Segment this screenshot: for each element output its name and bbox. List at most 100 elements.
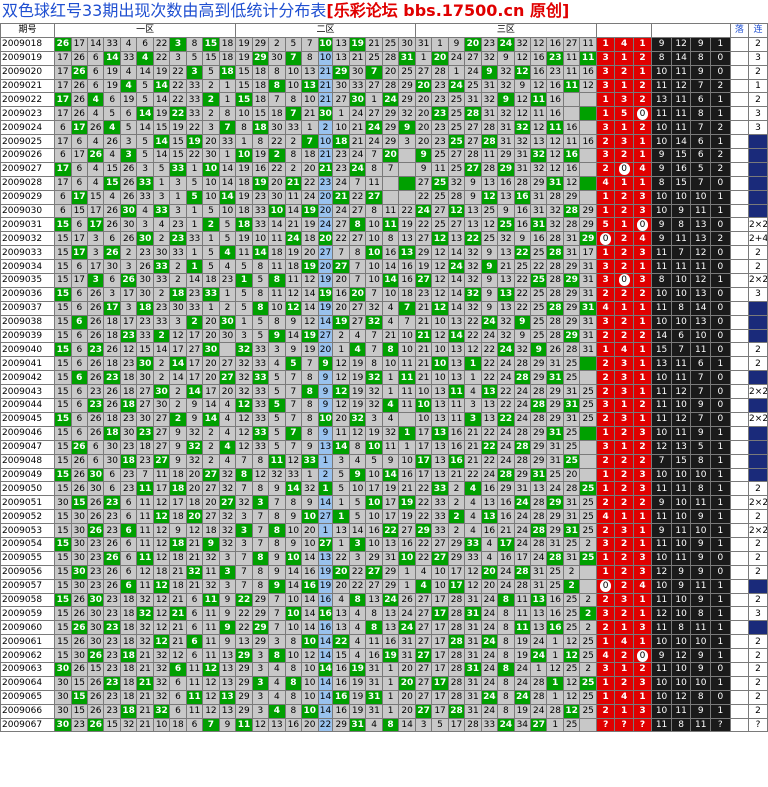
zone2-cell: 10 (284, 550, 303, 566)
stat5-cell: 9 (690, 661, 711, 677)
zone1-cell: 26 (103, 550, 121, 566)
zone1-cell: 20 (202, 314, 220, 330)
issue-number: 2009021 (0, 78, 56, 94)
zone3-cell: 24 (546, 481, 564, 497)
zone2-cell: 3 (251, 689, 270, 705)
lian-cell: 2 (748, 648, 768, 663)
zone3-cell: 27 (414, 231, 433, 247)
zone1-cell: 4 (119, 78, 138, 94)
ratio-cell: 5 (614, 106, 634, 122)
zone3-cell: 17 (431, 675, 449, 691)
zone1-cell: 1 (152, 175, 171, 191)
zone2-cell: 13 (398, 245, 416, 261)
zone3-cell: 23 (480, 36, 499, 52)
zone3-cell: 25 (546, 467, 564, 483)
stat5-cell: 9 (690, 509, 711, 525)
zone1-cell: 10 (202, 175, 220, 191)
zone3-cell: 28 (546, 259, 564, 275)
zone2-cell: 20 (381, 64, 400, 80)
ratio-cell: 1 (614, 78, 634, 94)
zone1-cell: 26 (87, 717, 105, 733)
stat5-cell: 11 (690, 259, 711, 275)
zone3-cell: 13 (447, 342, 466, 358)
zone1-cell: 15 (54, 231, 72, 247)
issue-number: 2009063 (0, 661, 56, 677)
ratio-cell: 1 (595, 92, 616, 108)
zone3-cell: 17 (431, 634, 449, 650)
zone1-cell: 30 (136, 231, 154, 247)
zone3-cell: 25 (530, 273, 548, 288)
lian-cell (748, 175, 768, 191)
stat5-cell: 6 (690, 148, 711, 163)
stat5-cell: 9 (651, 495, 672, 511)
ratio-cell: 2 (614, 148, 634, 163)
zone3-cell (579, 92, 597, 108)
stat5-cell: 13 (651, 92, 672, 108)
zone3-cell: 28 (447, 606, 466, 622)
zone1-cell: 18 (119, 370, 138, 386)
zone3-cell: 12 (562, 648, 581, 663)
zone3-cell: 22 (480, 356, 499, 372)
zone1-cell: 33 (136, 175, 154, 191)
zone1-cell: 6 (54, 120, 72, 136)
ratio-cell: 2 (595, 134, 616, 150)
title-bracket-close: ] (561, 1, 570, 20)
ratio-cell: 1 (595, 675, 616, 691)
stat5-cell: 2 (710, 148, 731, 163)
ratio-cell: 3 (614, 523, 634, 538)
zone3-cell: 21 (464, 453, 482, 469)
zone2-cell: 8 (268, 78, 286, 94)
zone2-cell: 8 (251, 259, 270, 275)
stat5-cell: 10 (670, 273, 692, 288)
zone1-cell: 15 (54, 592, 72, 608)
zone1-cell: 18 (119, 384, 138, 400)
zone2-cell: 18 (332, 134, 350, 150)
zone2-cell: 19 (317, 564, 334, 580)
stat5-cell: 9 (690, 592, 711, 608)
stat5-cell: 11 (670, 120, 692, 136)
zone3-cell: 25 (579, 523, 597, 538)
zone2-cell: 3 (348, 536, 367, 552)
zone1-cell: 15 (54, 259, 72, 275)
zone3-cell: 21 (447, 467, 466, 483)
stat5-cell: 0 (710, 64, 731, 80)
issue-number: 2009052 (0, 509, 56, 525)
ratio-cell: ? (595, 717, 616, 733)
zone1-cell: 17 (70, 189, 89, 205)
zone3-cell: 17 (414, 425, 433, 441)
zone3-cell: 28 (447, 648, 466, 663)
zone1-cell: 3 (119, 300, 138, 316)
luo-cell (729, 273, 750, 288)
zone3-cell (579, 356, 597, 372)
zone2-cell: 30 (398, 36, 416, 52)
zone3-cell: 31 (546, 425, 564, 441)
zone2-cell: 3 (251, 495, 270, 511)
zone1-cell: 15 (202, 50, 220, 66)
ratio-cell: 1 (595, 106, 616, 122)
zone1-cell: 4 (218, 259, 237, 275)
zone3-cell: 29 (562, 259, 581, 275)
ratio-cell: 3 (614, 370, 634, 386)
stat5-cell: 9 (651, 648, 672, 663)
zone1-cell: 1 (185, 245, 204, 261)
zone3-cell: 32 (546, 217, 564, 233)
zone2-cell: 8 (301, 425, 319, 441)
zone3-cell: 29 (562, 314, 581, 330)
stat5-cell: 13 (690, 314, 711, 330)
zone1-cell: 12 (202, 689, 220, 705)
zone2-cell: 8 (268, 536, 286, 552)
zone2-cell: 29 (365, 550, 383, 566)
stat5-cell: 8 (651, 50, 672, 66)
ratio-cell: 1 (614, 300, 634, 316)
zone2-cell: 27 (365, 564, 383, 580)
zone3-cell: 24 (513, 398, 532, 413)
zone2-cell: 1 (332, 495, 350, 511)
zone3-cell: 31 (513, 161, 532, 177)
zone2-cell: 18 (301, 231, 319, 247)
stat5-cell: 11 (690, 620, 711, 636)
zone1-cell: 20 (218, 384, 237, 400)
zone1-cell: 6 (87, 78, 105, 94)
zone3-cell: 25 (579, 398, 597, 413)
zone1-cell: 4 (87, 106, 105, 122)
zone3-cell: 13 (431, 384, 449, 400)
